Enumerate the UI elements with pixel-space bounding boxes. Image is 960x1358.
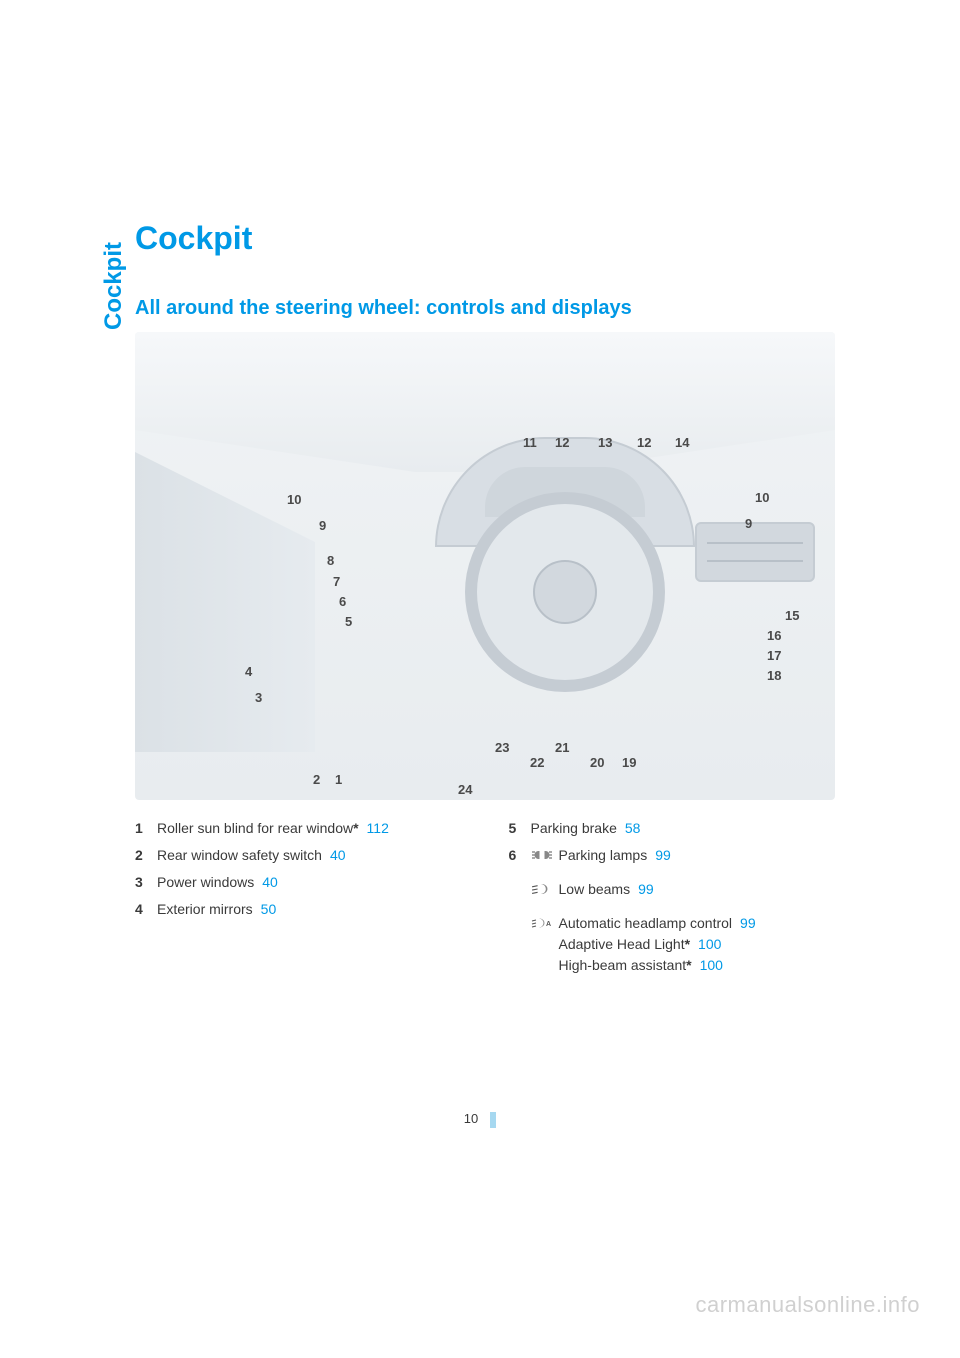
diagram-steering-wheel <box>465 492 665 692</box>
diagram-callout: 8 <box>327 553 334 568</box>
page-reference: 99 <box>655 847 671 863</box>
legend-column-right: 5Parking brake586Parking lamps99Low beam… <box>509 818 861 992</box>
legend-column-left: 1Roller sun blind for rear window*1122Re… <box>135 818 487 992</box>
legend-number: 1 <box>135 818 157 839</box>
legend-text-line: High-beam assistant*100 <box>559 955 756 976</box>
optional-star-icon: * <box>353 820 358 836</box>
diagram-windshield <box>135 332 835 472</box>
page-reference: 99 <box>638 881 654 897</box>
legend-text-line: Low beams99 <box>559 879 654 900</box>
page-reference: 100 <box>700 957 723 973</box>
diagram-callout: 3 <box>255 690 262 705</box>
legend-icon-text: Automatic headlamp control99Adaptive Hea… <box>559 913 756 976</box>
legend-text: Parking brake58 <box>531 818 861 839</box>
diagram-callout: 1 <box>335 772 342 787</box>
diagram-callout: 7 <box>333 574 340 589</box>
diagram-callout: 10 <box>755 490 769 505</box>
diagram-callout: 6 <box>339 594 346 609</box>
diagram-callout: 20 <box>590 755 604 770</box>
diagram-callout: 24 <box>458 782 472 797</box>
diagram-callout: 12 <box>637 435 651 450</box>
diagram-callout: 16 <box>767 628 781 643</box>
auto-headlamp-icon: A <box>531 913 559 937</box>
legend-number: 5 <box>509 818 531 839</box>
diagram-callout: 5 <box>345 614 352 629</box>
diagram-callout: 9 <box>319 518 326 533</box>
diagram-callout: 4 <box>245 664 252 679</box>
legend-text: Rear window safety switch40 <box>157 845 487 866</box>
legend-icon-row: Low beams99 <box>531 879 861 903</box>
low-beams-icon <box>531 879 559 903</box>
legend-icon-group: Parking lamps99 Low beams99 A Automatic hea… <box>531 845 861 986</box>
cockpit-diagram: 1098765432111121312141091516171823222120… <box>135 332 835 800</box>
legend-row: 3Power windows40 <box>135 872 487 893</box>
legend-text: Roller sun blind for rear window*112 <box>157 818 487 839</box>
svg-text:A: A <box>546 921 551 928</box>
page-number-bar <box>490 1112 496 1128</box>
legend-icon-row: A Automatic headlamp control99Adaptive He… <box>531 913 861 976</box>
legend-icon-text: Low beams99 <box>559 879 654 900</box>
page-title: Cockpit <box>135 220 860 257</box>
legend-icon-row: Parking lamps99 <box>531 845 861 869</box>
diagram-callout: 11 <box>523 435 537 450</box>
side-section-label: Cockpit <box>100 242 128 330</box>
parking-lamps-icon <box>531 845 559 869</box>
page-reference: 40 <box>330 847 346 863</box>
legend-row: 6 Parking lamps99 Low beams99 A Automatic he… <box>509 845 861 986</box>
diagram-callout: 22 <box>530 755 544 770</box>
diagram-callout: 13 <box>598 435 612 450</box>
page-reference: 99 <box>740 915 756 931</box>
legend-text-line: Adaptive Head Light*100 <box>559 934 756 955</box>
section-subtitle: All around the steering wheel: controls … <box>135 297 860 320</box>
legend-number: 4 <box>135 899 157 920</box>
diagram-callout: 17 <box>767 648 781 663</box>
diagram-callout: 9 <box>745 516 752 531</box>
legend-row: 2Rear window safety switch40 <box>135 845 487 866</box>
legend-row: 1Roller sun blind for rear window*112 <box>135 818 487 839</box>
optional-star-icon: * <box>686 957 691 973</box>
diagram-callout: 15 <box>785 608 799 623</box>
legend-number: 3 <box>135 872 157 893</box>
diagram-callout: 2 <box>313 772 320 787</box>
legend-text-line: Parking lamps99 <box>559 845 671 866</box>
diagram-callout: 21 <box>555 740 569 755</box>
diagram-callout: 14 <box>675 435 689 450</box>
legend-text: Power windows40 <box>157 872 487 893</box>
page-reference: 40 <box>262 874 278 890</box>
legend-row: 5Parking brake58 <box>509 818 861 839</box>
page-reference: 58 <box>625 820 641 836</box>
legend-row: 4Exterior mirrors50 <box>135 899 487 920</box>
optional-star-icon: * <box>685 936 690 952</box>
diagram-callout: 23 <box>495 740 509 755</box>
legend-number: 6 <box>509 845 531 866</box>
diagram-callout: 10 <box>287 492 301 507</box>
legend-text: Exterior mirrors50 <box>157 899 487 920</box>
page-reference: 50 <box>261 901 277 917</box>
legend-text-line: Automatic headlamp control99 <box>559 913 756 934</box>
legend: 1Roller sun blind for rear window*1122Re… <box>135 818 860 992</box>
legend-number: 2 <box>135 845 157 866</box>
diagram-callout: 18 <box>767 668 781 683</box>
watermark: carmanualsonline.info <box>695 1292 920 1318</box>
diagram-callout: 12 <box>555 435 569 450</box>
page-number: 10 <box>0 1111 960 1128</box>
diagram-air-vent <box>695 522 815 582</box>
legend-icon-text: Parking lamps99 <box>559 845 671 866</box>
page-reference: 112 <box>367 820 389 836</box>
diagram-callout: 19 <box>622 755 636 770</box>
page-reference: 100 <box>698 936 721 952</box>
